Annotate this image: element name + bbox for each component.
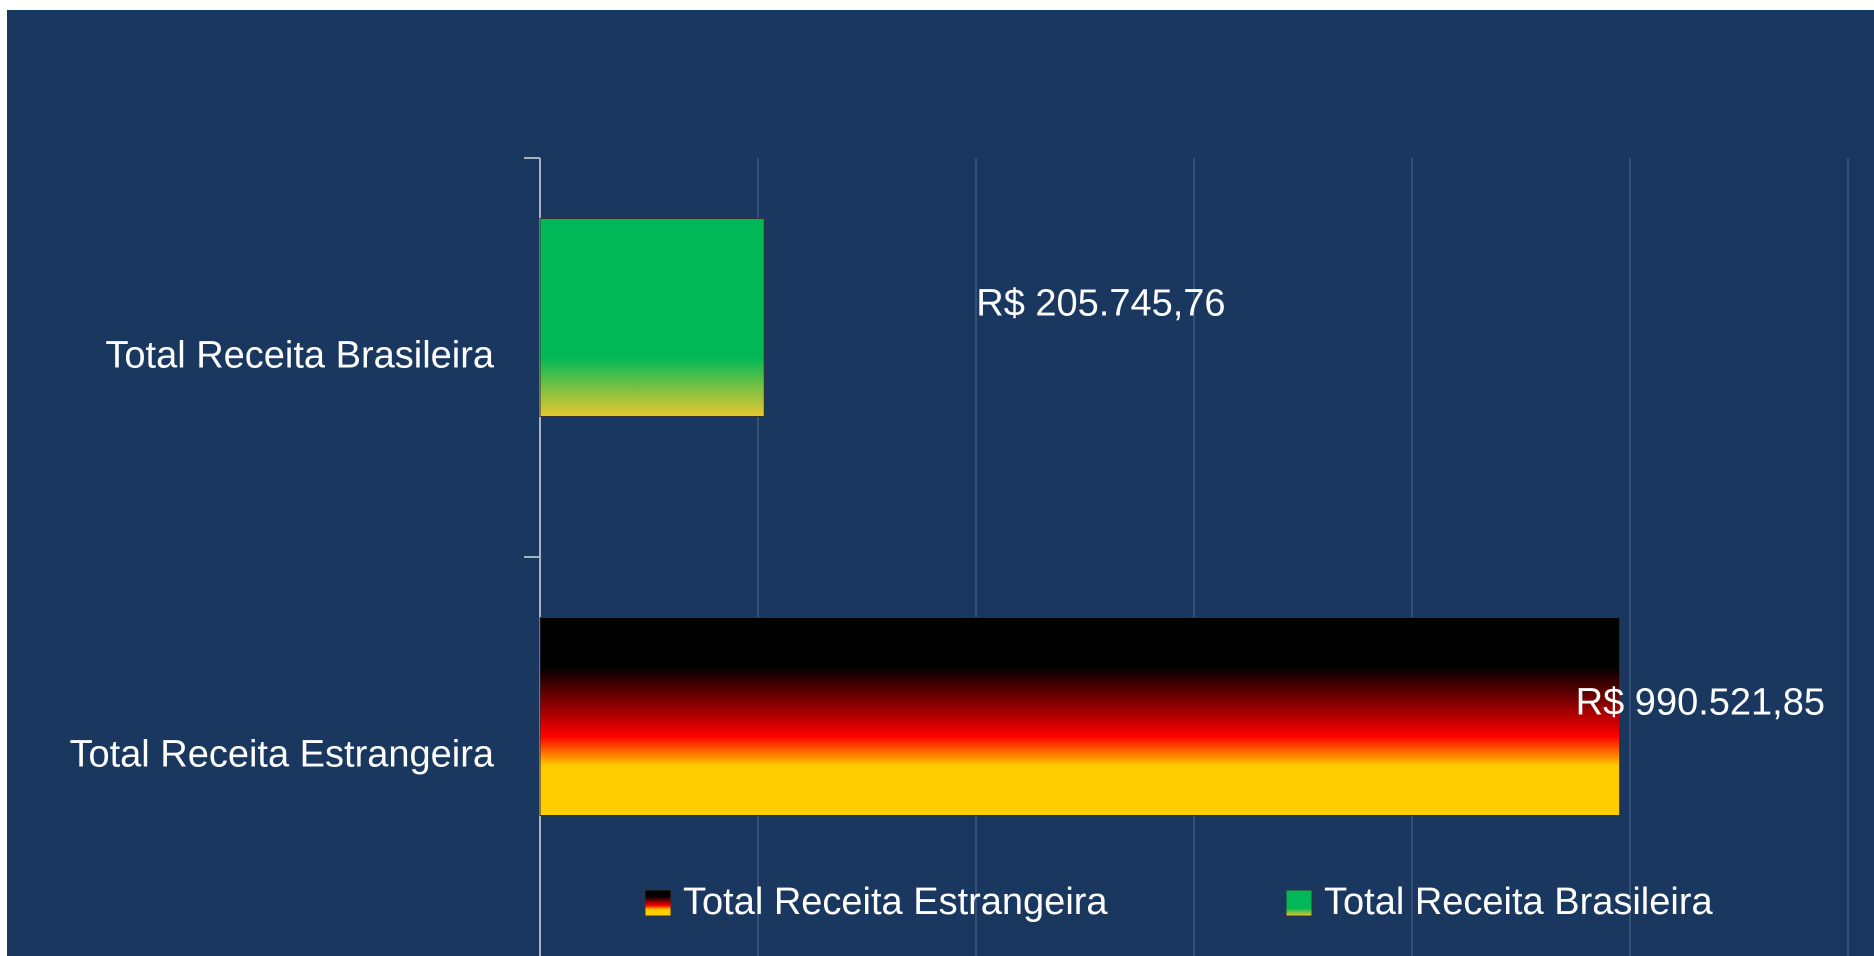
bar: [539, 218, 765, 417]
data-label: R$ 205.745,76: [976, 283, 1225, 325]
legend-label: Total Receita Brasileira: [1324, 881, 1713, 923]
y-tick-label: Total Receita Brasileira: [105, 335, 494, 377]
legend-swatch: [1285, 889, 1313, 917]
bar: [539, 617, 1621, 816]
legend-label: Total Receita Estrangeira: [683, 881, 1108, 923]
data-label: R$ 990.521,85: [1576, 682, 1825, 724]
y-tick-label: Total Receita Estrangeira: [69, 734, 494, 776]
legend-swatch: [644, 889, 672, 917]
